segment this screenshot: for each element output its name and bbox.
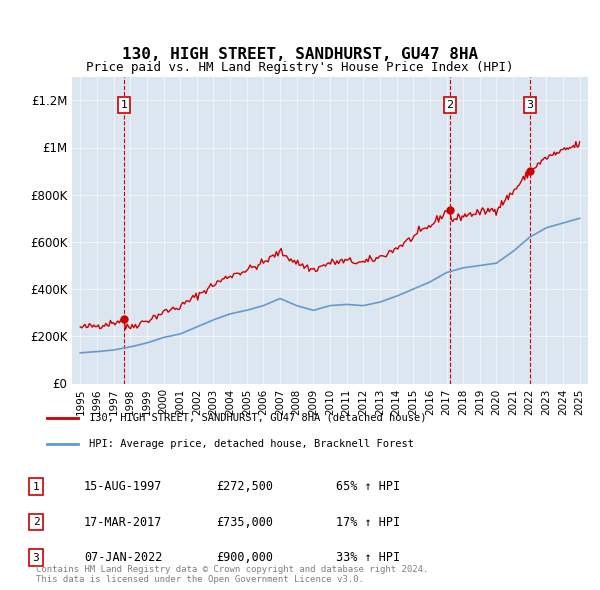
- Text: £272,500: £272,500: [216, 480, 273, 493]
- Text: 3: 3: [32, 553, 40, 562]
- Text: Contains HM Land Registry data © Crown copyright and database right 2024.
This d: Contains HM Land Registry data © Crown c…: [36, 565, 428, 584]
- Text: 17% ↑ HPI: 17% ↑ HPI: [336, 516, 400, 529]
- Text: Price paid vs. HM Land Registry's House Price Index (HPI): Price paid vs. HM Land Registry's House …: [86, 61, 514, 74]
- Text: 33% ↑ HPI: 33% ↑ HPI: [336, 551, 400, 564]
- Text: 2: 2: [32, 517, 40, 527]
- Text: 1: 1: [121, 100, 127, 110]
- Text: 65% ↑ HPI: 65% ↑ HPI: [336, 480, 400, 493]
- Text: 07-JAN-2022: 07-JAN-2022: [84, 551, 163, 564]
- Text: 2: 2: [446, 100, 454, 110]
- Text: 1: 1: [32, 482, 40, 491]
- Text: 130, HIGH STREET, SANDHURST, GU47 8HA (detached house): 130, HIGH STREET, SANDHURST, GU47 8HA (d…: [89, 413, 426, 422]
- Text: £900,000: £900,000: [216, 551, 273, 564]
- Text: 15-AUG-1997: 15-AUG-1997: [84, 480, 163, 493]
- Text: 3: 3: [527, 100, 533, 110]
- Text: £735,000: £735,000: [216, 516, 273, 529]
- Text: HPI: Average price, detached house, Bracknell Forest: HPI: Average price, detached house, Brac…: [89, 439, 414, 448]
- Text: 130, HIGH STREET, SANDHURST, GU47 8HA: 130, HIGH STREET, SANDHURST, GU47 8HA: [122, 47, 478, 62]
- Text: 17-MAR-2017: 17-MAR-2017: [84, 516, 163, 529]
